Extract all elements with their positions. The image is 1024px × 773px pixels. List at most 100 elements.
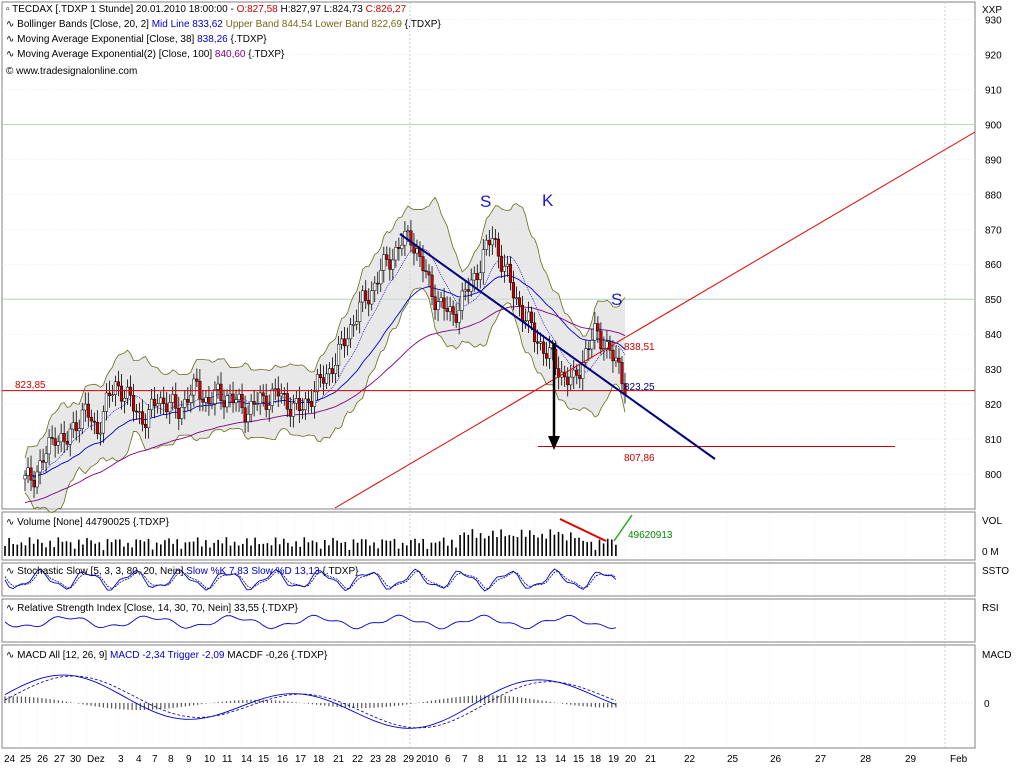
candle-body-13 (62, 433, 66, 442)
candle-body-105 (340, 338, 344, 345)
y-tick-label-830: 830 (985, 365, 1002, 376)
candle-body-134 (427, 271, 431, 276)
header-line-4: ∿ Moving Average Exponential(2) [Close, … (6, 49, 285, 60)
candle-body-81 (267, 405, 271, 410)
candle-body-112 (361, 290, 365, 303)
macd-value: MACD -2,34 (110, 650, 165, 661)
y-tick-label-840: 840 (985, 330, 1002, 341)
x-tick-label-15: 16 (277, 754, 289, 765)
candle-body-162 (511, 282, 515, 299)
candle-body-116 (373, 282, 377, 291)
candle-body-187 (587, 348, 591, 350)
x-tick-label-1: 25 (20, 754, 32, 765)
candle-body-154 (487, 239, 491, 246)
candle-body-47 (165, 403, 169, 413)
x-tick-label-23: 2010 (416, 754, 439, 765)
candle-body-41 (147, 409, 151, 428)
candle-body-69 (231, 393, 235, 404)
candle-body-37 (135, 410, 139, 413)
wave-icon: ∿ (6, 19, 17, 30)
target-label: 807,86 (624, 453, 655, 464)
x-tick-label-27: 11 (497, 754, 508, 765)
candle-body-145 (460, 290, 464, 311)
candle-body-186 (584, 348, 588, 363)
candle-body-139 (442, 297, 446, 309)
y-tick-label-860: 860 (985, 260, 1002, 271)
x-tick-label-24: 6 (445, 754, 451, 765)
candle-body-45 (159, 397, 163, 404)
boll-upper: Upper Band 844,54 (223, 19, 313, 30)
candle-body-121 (388, 259, 392, 270)
candle-body-7 (44, 453, 48, 463)
x-tick-label-18: 21 (333, 754, 345, 765)
x-tick-label-11: 10 (204, 754, 216, 765)
candle-body-151 (478, 272, 482, 280)
ema100-suffix: {.TDXP} (245, 49, 285, 60)
candle-body-57 (195, 378, 199, 382)
x-tick-label-34: 20 (625, 754, 637, 765)
candle-body-170 (536, 341, 540, 344)
boll-suffix: {.TDXP} (402, 19, 442, 30)
annotation-shoulder-left: S (480, 192, 491, 211)
boll-mid: Mid Line 833,62 (152, 19, 224, 30)
candle-body-107 (346, 338, 350, 347)
candle-body-149 (472, 273, 476, 281)
x-tick-label-6: 3 (118, 754, 124, 765)
candle-body-10 (53, 438, 57, 446)
candle-body-25 (98, 432, 102, 435)
price-label-823: 823,25 (624, 382, 655, 393)
stoch-pane-frame (1, 562, 976, 597)
volume-value-label: 49620913 (628, 530, 673, 541)
candle-body-163 (514, 297, 519, 299)
ema100-line (24, 306, 626, 504)
candle-body-83 (273, 388, 277, 390)
candle-body-130 (415, 248, 419, 254)
candle-body-132 (421, 256, 425, 272)
candle-body-144 (457, 310, 461, 323)
volume-series-name: Volume [None] 44790025 {.TDXP} (17, 517, 169, 528)
candle-body-76 (252, 401, 256, 405)
candle-body-113 (364, 290, 368, 301)
candle-body-114 (367, 300, 371, 305)
candle-body-74 (246, 413, 250, 422)
candle-body-179 (563, 371, 567, 378)
stoch-k-line (4, 568, 617, 592)
rsi-pane-label: RSI (982, 603, 999, 614)
x-tick-label-29: 13 (535, 754, 547, 765)
x-tick-label-39: 27 (815, 754, 827, 765)
candle-body-115 (370, 290, 374, 305)
candle-body-102 (330, 368, 335, 374)
candle-body-173 (545, 353, 549, 359)
stoch-suffix: {.TDXP} (320, 566, 360, 577)
candle-body-87 (285, 393, 289, 410)
candle-body-104 (337, 343, 341, 366)
x-tick-label-2: 26 (37, 754, 49, 765)
candle-body-23 (92, 420, 96, 423)
candle-body-189 (593, 323, 597, 341)
y-tick-label-820: 820 (985, 400, 1002, 411)
candle-body-2 (29, 467, 33, 481)
x-tick-label-22: 29 (403, 754, 415, 765)
macd-macdf: MACDF -0,26 (225, 650, 289, 661)
macd-legend: ∿ MACD All [12, 26, 9] MACD -2,34 Trigge… (6, 650, 328, 661)
candle-body-32 (119, 385, 124, 402)
candle-body-53 (183, 399, 187, 408)
ema100-value: 840,60 (215, 49, 246, 60)
candle-body-39 (141, 411, 145, 425)
candle-body-42 (150, 398, 154, 410)
y-tick-label-890: 890 (985, 155, 1002, 166)
candle-body-35 (128, 386, 133, 396)
header-close: C:826,27 (363, 4, 407, 15)
candle-body-24 (95, 421, 99, 434)
rsi-legend: ∿ Relative Strength Index [Close, 14, 30… (6, 603, 299, 614)
candle-body-84 (276, 388, 280, 397)
candle-body-109 (352, 324, 356, 326)
volume-pane-label: VOL (982, 516, 1002, 527)
candle-body-40 (144, 424, 148, 428)
candle-body-100 (324, 373, 329, 384)
candle-body-129 (412, 244, 416, 254)
candle-body-135 (430, 274, 434, 297)
boll-lower: Lower Band 822,69 (312, 19, 402, 30)
candle-body-46 (162, 397, 166, 405)
